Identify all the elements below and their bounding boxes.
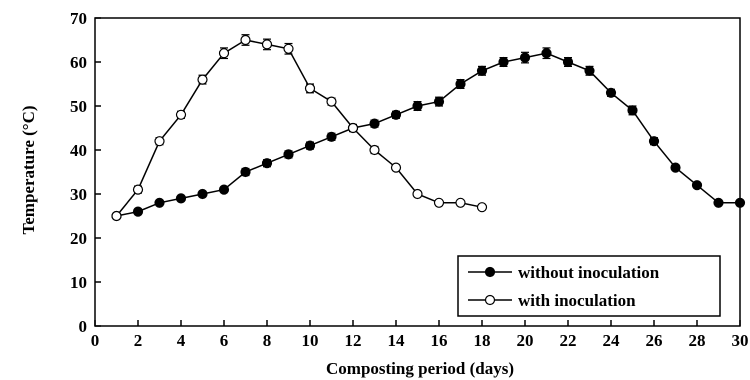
data-point bbox=[326, 131, 337, 142]
data-point bbox=[369, 118, 380, 129]
y-tick-label: 70 bbox=[70, 9, 87, 28]
data-point bbox=[218, 48, 230, 59]
y-tick-label: 60 bbox=[70, 53, 87, 72]
data-point bbox=[390, 109, 402, 120]
data-point bbox=[283, 149, 294, 160]
x-tick-label: 2 bbox=[134, 331, 143, 350]
y-tick-label: 40 bbox=[70, 141, 87, 160]
data-point bbox=[541, 48, 552, 59]
data-point bbox=[627, 105, 638, 116]
x-tick-label: 10 bbox=[302, 331, 319, 350]
legend-label-with: with inoculation bbox=[518, 291, 636, 310]
y-tick-label: 20 bbox=[70, 229, 87, 248]
data-point bbox=[197, 74, 208, 85]
y-tick-label: 10 bbox=[70, 273, 87, 292]
data-point bbox=[670, 162, 681, 173]
legend-box bbox=[457, 255, 721, 317]
x-tick-label: 18 bbox=[474, 331, 491, 350]
data-point bbox=[218, 184, 230, 195]
series-without-inoculation bbox=[111, 47, 746, 222]
data-point bbox=[498, 56, 509, 68]
data-point bbox=[713, 197, 724, 208]
data-point bbox=[283, 43, 294, 54]
data-point bbox=[326, 96, 337, 107]
data-point bbox=[304, 140, 316, 151]
legend-marker-without bbox=[484, 266, 496, 278]
legend-marker-with bbox=[484, 294, 496, 306]
data-point bbox=[455, 78, 466, 90]
x-axis-title: Composting period (days) bbox=[326, 359, 514, 378]
data-point bbox=[369, 144, 380, 156]
x-tick-label: 4 bbox=[177, 331, 186, 350]
data-point bbox=[584, 65, 595, 76]
data-point bbox=[240, 34, 251, 46]
x-tick-label: 30 bbox=[732, 331, 749, 350]
data-point bbox=[433, 96, 445, 107]
x-tick-label: 26 bbox=[646, 331, 663, 350]
x-tick-label: 20 bbox=[517, 331, 534, 350]
data-point bbox=[605, 87, 617, 98]
data-point bbox=[433, 197, 445, 208]
data-point bbox=[476, 65, 488, 76]
data-point bbox=[691, 180, 703, 191]
data-point bbox=[455, 197, 466, 208]
y-tick-label: 50 bbox=[70, 97, 87, 116]
x-tick-label: 14 bbox=[388, 331, 406, 350]
x-tick-label: 22 bbox=[560, 331, 577, 350]
data-point bbox=[175, 193, 187, 204]
data-point bbox=[154, 136, 165, 147]
series-line bbox=[116, 52, 740, 217]
data-point bbox=[175, 109, 187, 120]
data-point bbox=[734, 197, 746, 208]
data-point bbox=[562, 56, 574, 68]
data-point bbox=[476, 202, 488, 213]
x-tick-label: 8 bbox=[263, 331, 272, 350]
y-axis-title: Temperature (°C) bbox=[19, 105, 38, 234]
data-point bbox=[132, 206, 144, 217]
legend-label-without: without inoculation bbox=[518, 263, 660, 282]
data-point bbox=[197, 188, 208, 200]
data-point bbox=[412, 188, 423, 200]
y-tick-label: 30 bbox=[70, 185, 87, 204]
data-point bbox=[132, 184, 144, 195]
data-point bbox=[347, 122, 359, 134]
x-tick-label: 12 bbox=[345, 331, 362, 350]
x-tick-label: 16 bbox=[431, 331, 448, 350]
data-point bbox=[261, 39, 273, 50]
x-tick-label: 0 bbox=[91, 331, 100, 350]
x-tick-label: 24 bbox=[603, 331, 621, 350]
data-point bbox=[154, 197, 165, 208]
series-line bbox=[115, 39, 483, 217]
data-point bbox=[648, 136, 660, 147]
data-point bbox=[111, 210, 122, 222]
x-tick-label: 6 bbox=[220, 331, 229, 350]
x-tick-label: 28 bbox=[689, 331, 706, 350]
series-with-inoculation bbox=[111, 34, 488, 222]
data-point bbox=[304, 83, 316, 94]
data-point bbox=[240, 166, 251, 178]
plot-area-frame bbox=[94, 17, 741, 327]
data-point bbox=[390, 162, 402, 173]
data-point bbox=[412, 100, 423, 112]
y-tick-label: 0 bbox=[79, 317, 88, 336]
data-point bbox=[261, 158, 273, 169]
data-point bbox=[519, 52, 531, 63]
